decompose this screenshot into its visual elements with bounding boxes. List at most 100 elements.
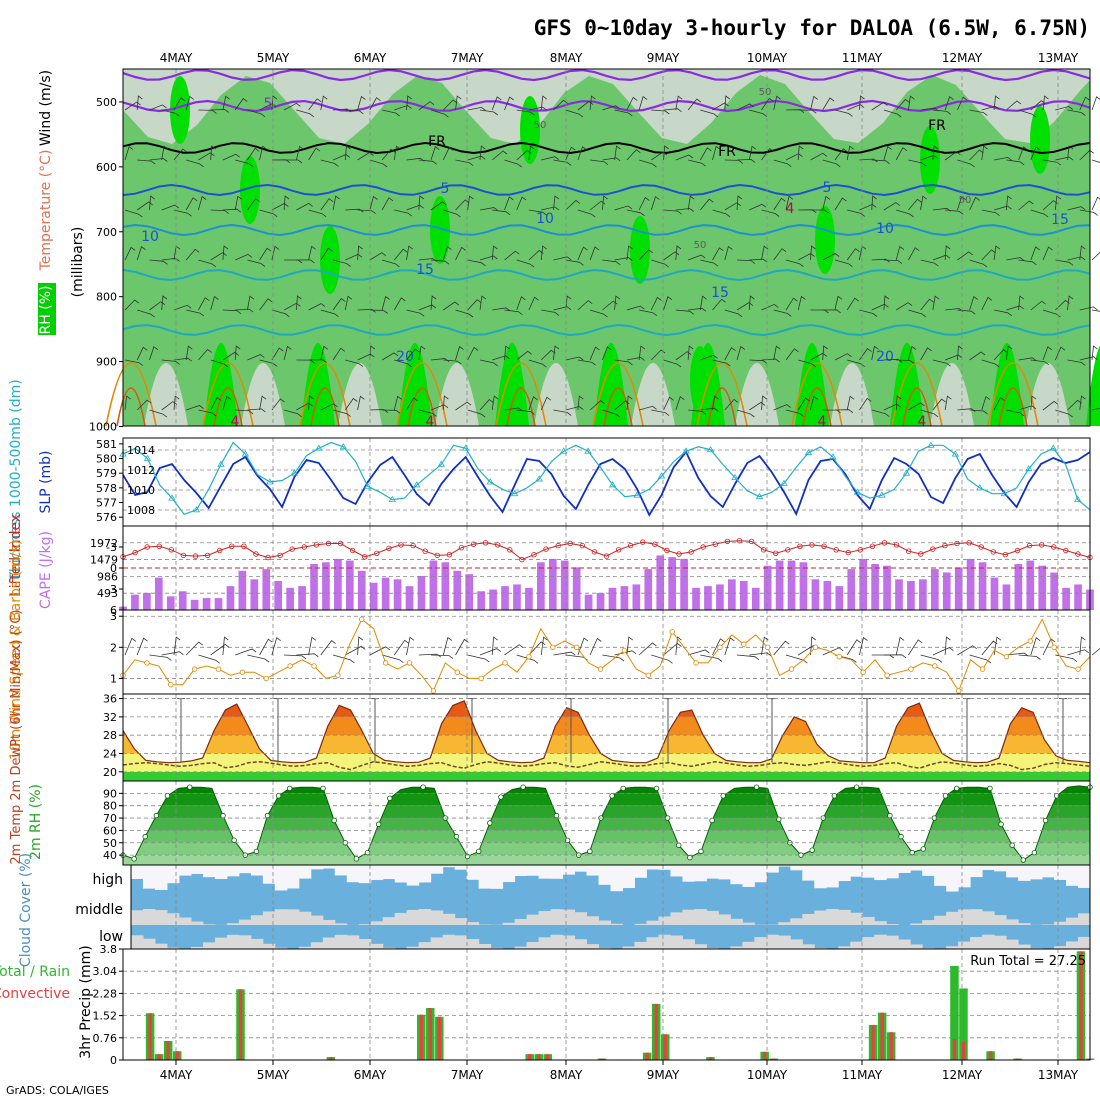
- cape-bar: [752, 588, 760, 610]
- cloud-clear-middle: [838, 910, 850, 925]
- wind-speed-marker: [909, 667, 914, 672]
- cloud-clear-high: [371, 865, 383, 880]
- cape-tick-0: 493: [97, 587, 118, 600]
- wind-speed-marker: [168, 682, 173, 687]
- cloud-clear-high: [706, 865, 718, 879]
- precip-convective-bar: [546, 1054, 549, 1060]
- cloud-clear-high: [383, 865, 395, 879]
- wind-speed-marker: [455, 670, 460, 675]
- cloud-clear-middle: [850, 913, 862, 925]
- cloud-clear-middle: [383, 917, 395, 925]
- rh-high-cell-6: [690, 346, 710, 414]
- cloud-clear-high: [359, 865, 371, 883]
- cape-bar: [250, 579, 258, 610]
- cloud-clear-high: [730, 865, 742, 884]
- cloud-clear-high: [455, 865, 467, 870]
- cloud-clear-middle: [263, 911, 275, 925]
- cloud-clear-high: [790, 865, 802, 870]
- precip-tick-5: 3.8: [100, 943, 118, 956]
- cloud-clear-middle: [203, 924, 215, 925]
- cape-bar: [931, 569, 939, 610]
- cloud-clear-high: [203, 865, 215, 877]
- cloud-clear-low: [982, 935, 994, 949]
- cloud-clear-low: [359, 939, 371, 949]
- contour-label: 50: [534, 120, 547, 131]
- cloud-clear-low: [670, 936, 682, 949]
- cloud-clear-low: [371, 944, 383, 949]
- wind-speed-marker: [216, 667, 221, 672]
- cloud-clear-middle: [359, 924, 371, 925]
- cape-bar: [465, 574, 473, 610]
- wind-speed-marker: [813, 645, 818, 650]
- cloud-clear-low: [862, 937, 874, 949]
- contour-label: 4: [426, 414, 435, 430]
- contour-label: 5: [441, 181, 450, 197]
- cloud-clear-low: [155, 944, 167, 949]
- precip-convective-bar: [157, 1054, 160, 1060]
- cloud-clear-middle: [371, 921, 383, 925]
- precip-convective-bar: [880, 1013, 883, 1060]
- cloud-clear-middle: [1078, 913, 1090, 925]
- cape-bar: [513, 584, 521, 610]
- cape-bar: [585, 595, 593, 610]
- cloud-clear-middle: [1018, 923, 1030, 925]
- cloud-clear-high: [563, 865, 575, 875]
- bottom-day-label-2: 6MAY: [354, 1068, 387, 1082]
- cape-bar: [621, 586, 629, 610]
- cloud-clear-high: [754, 865, 766, 882]
- cloud-clear-high: [611, 865, 623, 891]
- cloud-clear-high: [622, 865, 634, 888]
- cape-tick-2: 1479: [90, 554, 118, 567]
- cape-bar: [979, 562, 987, 610]
- cloud-clear-high: [874, 865, 886, 880]
- cloud-clear-middle: [742, 923, 754, 925]
- cape-bar: [633, 584, 641, 610]
- cloud-clear-high: [167, 865, 179, 883]
- cloud-clear-middle: [311, 916, 323, 925]
- rh-tick-2: 60: [103, 824, 117, 837]
- cloud-clear-low: [994, 936, 1006, 949]
- wind-speed-marker: [741, 642, 746, 647]
- cloud-clear-middle: [826, 909, 838, 925]
- cloud-clear-middle: [527, 915, 539, 925]
- rh-marker: [988, 786, 993, 791]
- cloud-clear-low: [263, 944, 275, 949]
- cloud-clear-high: [958, 865, 970, 887]
- cape-bar: [525, 588, 533, 610]
- cloud-clear-high: [143, 865, 155, 889]
- thickness-tick-4: 580: [96, 453, 117, 466]
- wind-speed-marker: [694, 661, 699, 666]
- cloud-clear-high: [347, 865, 359, 882]
- wind-speed-marker: [1028, 639, 1033, 644]
- cape-bar: [704, 586, 712, 610]
- pressure-tick-3: 800: [96, 291, 117, 304]
- cloud-clear-low: [131, 935, 143, 949]
- cape-bar: [394, 579, 402, 610]
- contour-label: 50: [759, 87, 772, 98]
- bottom-day-label-5: 9MAY: [647, 1068, 680, 1082]
- cape-bar: [847, 569, 855, 610]
- wind-speed-marker: [336, 673, 341, 678]
- rh-tick-0: 40: [103, 849, 117, 862]
- cape-bar: [501, 586, 509, 610]
- xs-label-rh: RH (%): [38, 286, 54, 335]
- thickness-tick-3: 579: [96, 467, 117, 480]
- rh-marker: [154, 813, 159, 818]
- cloud-clear-high: [850, 865, 862, 877]
- rh-marker: [1021, 858, 1026, 863]
- cloud-clear-middle: [790, 918, 802, 925]
- cloud-row-label-1: middle: [75, 902, 123, 918]
- cloud-clear-low: [239, 935, 251, 949]
- rh-marker: [165, 794, 170, 799]
- cloud-clear-high: [982, 865, 994, 870]
- rh-tick-4: 80: [103, 800, 117, 813]
- cloud-clear-low: [215, 938, 227, 949]
- cape-bar: [644, 569, 652, 610]
- cloud-clear-middle: [970, 909, 982, 925]
- precip-legend-convective: Convective: [0, 986, 70, 1002]
- cloud-clear-high: [670, 865, 682, 876]
- cloud-clear-low: [227, 935, 239, 949]
- cloud-clear-high: [970, 865, 982, 877]
- cape-bar: [668, 557, 676, 610]
- cloud-clear-middle: [467, 922, 479, 925]
